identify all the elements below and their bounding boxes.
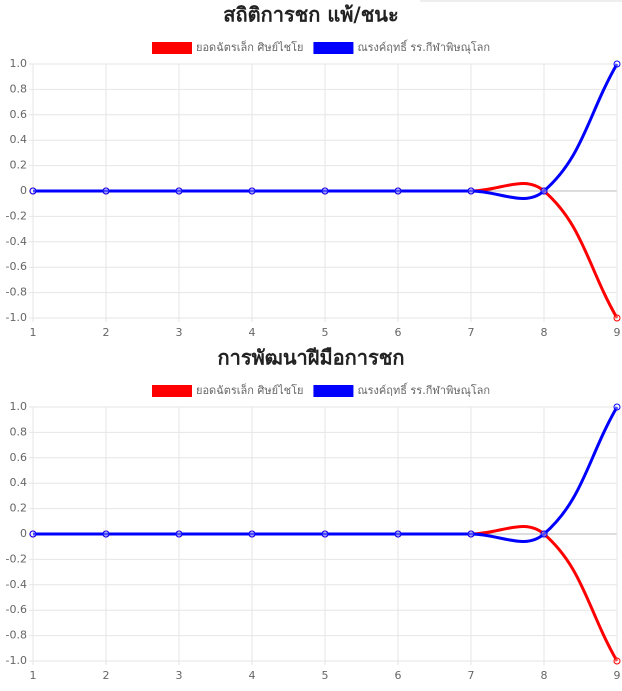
y-tick-label: 0.2 (10, 159, 28, 172)
y-tick-label: 0.4 (10, 476, 28, 489)
x-tick-label: 5 (322, 326, 329, 339)
y-tick-label: 0.8 (10, 82, 28, 95)
legend-label: ณรงค์ฤทธิ์ รร.กีฬาพิษณุโลก (357, 39, 490, 54)
point (102, 187, 110, 195)
y-tick-label: -0.8 (6, 629, 27, 642)
x-tick-label: 7 (468, 326, 475, 339)
point (613, 403, 621, 411)
y-tick-label: 1.0 (10, 57, 28, 70)
point (321, 530, 329, 538)
y-tick-label: -0.4 (6, 578, 27, 591)
series-line (32, 406, 619, 543)
y-tick-label: -0.2 (6, 209, 27, 222)
y-tick-label: -1.0 (6, 654, 27, 667)
point (613, 60, 621, 68)
legend-swatch (152, 385, 192, 397)
x-tick-label: 9 (614, 669, 621, 682)
x-tick-label: 3 (176, 669, 183, 682)
y-tick-label: 0 (20, 527, 27, 540)
point (102, 530, 110, 538)
legend-swatch (313, 42, 354, 54)
x-tick-label: 6 (395, 326, 402, 339)
legend-label: ณรงค์ฤทธิ์ รร.กีฬาพิษณุโลก (357, 382, 490, 397)
x-tick-label: 1 (30, 669, 37, 682)
legend-swatch (152, 42, 192, 54)
y-tick-label: -0.6 (6, 260, 27, 273)
x-tick-label: 2 (103, 669, 110, 682)
y-tick-label: 0.8 (10, 425, 28, 438)
y-tick-label: -0.4 (6, 235, 27, 248)
y-tick-label: -0.6 (6, 603, 27, 616)
point (394, 530, 402, 538)
point (467, 187, 475, 195)
legend-label: ยอดฉัตรเล็ก ศิษย์ไชโย (196, 383, 303, 397)
point (248, 187, 256, 195)
y-tick-label: 0 (20, 184, 27, 197)
point (613, 314, 621, 322)
point (540, 530, 548, 538)
point (248, 530, 256, 538)
x-tick-label: 5 (322, 669, 329, 682)
x-tick-label: 2 (103, 326, 110, 339)
x-tick-label: 7 (468, 669, 475, 682)
legend-swatch (313, 385, 354, 397)
x-tick-label: 6 (395, 669, 402, 682)
x-tick-label: 8 (541, 326, 548, 339)
point (175, 187, 183, 195)
y-tick-label: -1.0 (6, 311, 27, 324)
point (613, 657, 621, 665)
y-tick-label: -0.2 (6, 552, 27, 565)
point (540, 187, 548, 195)
point (29, 530, 37, 538)
point (321, 187, 329, 195)
series-line (33, 63, 619, 200)
x-tick-label: 3 (176, 326, 183, 339)
y-tick-label: 1.0 (10, 400, 28, 413)
point (29, 187, 37, 195)
point (394, 187, 402, 195)
point (175, 530, 183, 538)
x-tick-label: 4 (249, 326, 256, 339)
point (467, 530, 475, 538)
x-tick-label: 1 (30, 326, 37, 339)
y-tick-label: 0.4 (10, 133, 28, 146)
y-tick-label: 0.2 (10, 502, 28, 515)
x-tick-label: 8 (541, 669, 548, 682)
x-tick-label: 4 (249, 669, 256, 682)
y-tick-label: -0.8 (6, 286, 27, 299)
x-tick-label: 9 (614, 326, 621, 339)
y-tick-label: 0.6 (10, 108, 28, 121)
chart-title: สถิติการชก แพ้/ชนะ (223, 3, 398, 27)
legend-label: ยอดฉัตรเล็ก ศิษย์ไชโย (196, 40, 303, 54)
chart-title: การพัฒนาฝีมือการชก (218, 346, 405, 370)
y-tick-label: 0.6 (10, 451, 28, 464)
